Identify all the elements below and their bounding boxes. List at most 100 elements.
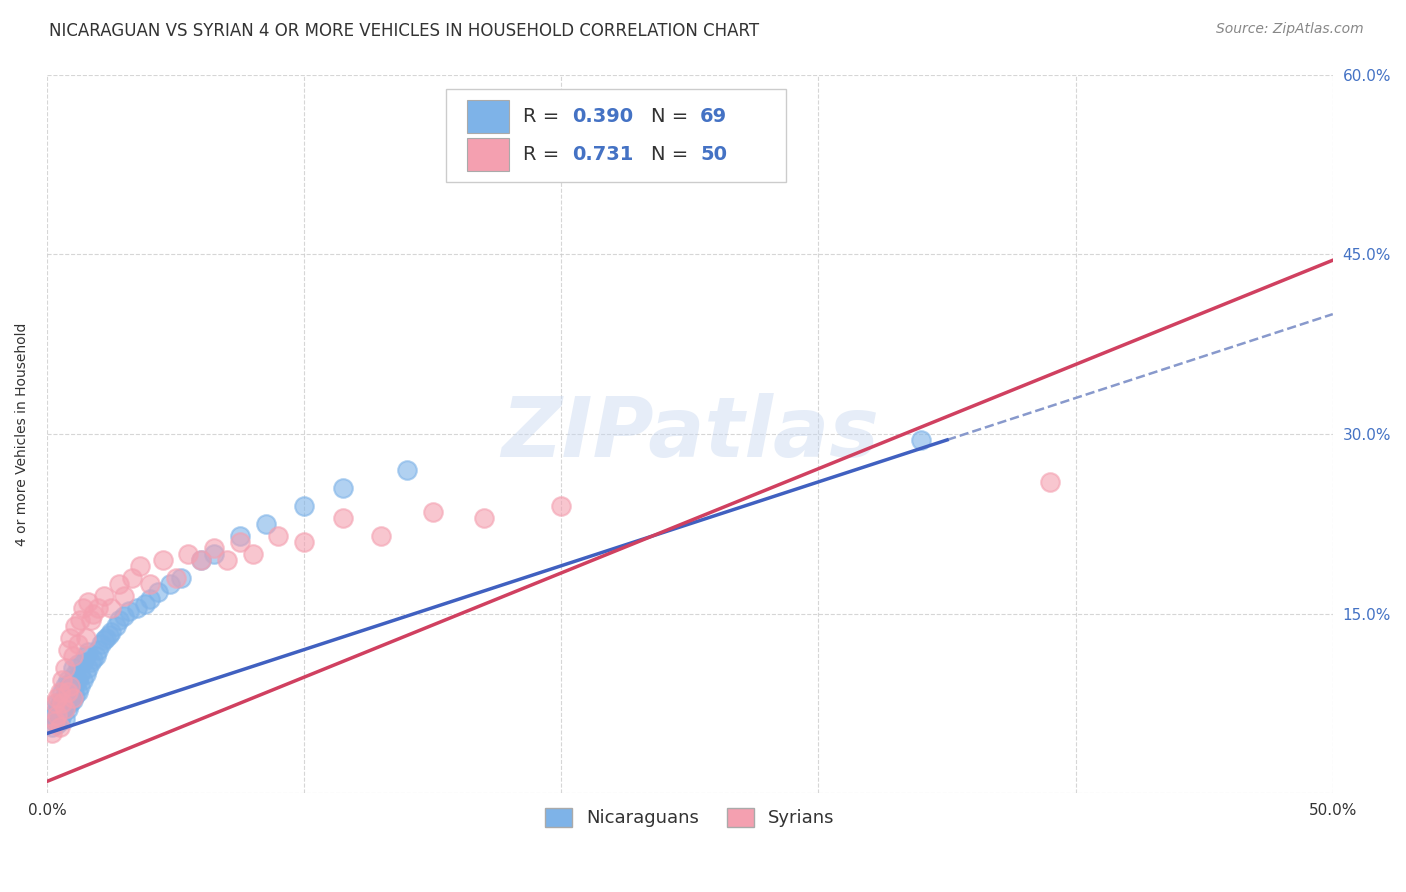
Point — [46, 717, 69, 731]
Point — [550, 499, 572, 513]
Point — [66, 673, 89, 687]
Point — [112, 609, 135, 624]
FancyBboxPatch shape — [467, 138, 509, 170]
Point — [80, 655, 103, 669]
Point — [112, 589, 135, 603]
Text: 69: 69 — [700, 107, 727, 126]
Point — [46, 697, 69, 711]
Point — [49, 697, 72, 711]
Point — [51, 697, 73, 711]
Point — [202, 541, 225, 555]
Point — [72, 600, 94, 615]
Point — [93, 589, 115, 603]
Point — [46, 690, 69, 705]
Point — [105, 618, 128, 632]
Point — [66, 637, 89, 651]
Point — [44, 697, 66, 711]
Point — [77, 595, 100, 609]
Point — [128, 558, 150, 573]
Point — [69, 613, 91, 627]
Point — [69, 679, 91, 693]
Point — [56, 673, 79, 687]
Point — [65, 618, 87, 632]
Text: N =: N = — [651, 107, 695, 126]
Point — [190, 552, 212, 566]
Point — [242, 547, 264, 561]
Legend: Nicaraguans, Syrians: Nicaraguans, Syrians — [538, 801, 842, 835]
Point — [139, 592, 162, 607]
Point — [53, 679, 76, 693]
Point — [472, 510, 495, 524]
Point — [75, 648, 97, 663]
Point — [49, 705, 72, 719]
Point — [100, 624, 122, 639]
Point — [62, 673, 84, 687]
Point — [56, 684, 79, 698]
Point — [165, 571, 187, 585]
FancyBboxPatch shape — [446, 89, 786, 182]
Point — [254, 516, 277, 531]
Point — [146, 585, 169, 599]
Point — [82, 607, 104, 621]
Point — [152, 552, 174, 566]
Point — [72, 673, 94, 687]
Point — [332, 481, 354, 495]
Point — [62, 690, 84, 705]
Point — [96, 631, 118, 645]
Point — [53, 712, 76, 726]
Text: N =: N = — [651, 145, 695, 164]
Point — [82, 652, 104, 666]
Text: R =: R = — [523, 107, 565, 126]
Point — [46, 702, 69, 716]
FancyBboxPatch shape — [467, 101, 509, 133]
Point — [49, 714, 72, 729]
Point — [910, 433, 932, 447]
Point — [292, 534, 315, 549]
Point — [59, 688, 82, 702]
Point — [139, 576, 162, 591]
Point — [75, 631, 97, 645]
Point — [53, 690, 76, 705]
Point — [56, 702, 79, 716]
Point — [59, 676, 82, 690]
Point — [56, 642, 79, 657]
Point — [44, 714, 66, 729]
Point — [93, 632, 115, 647]
Point — [202, 547, 225, 561]
Point — [59, 631, 82, 645]
Point — [66, 657, 89, 671]
Point — [51, 708, 73, 723]
Point — [59, 697, 82, 711]
Point — [41, 726, 63, 740]
Point — [46, 708, 69, 723]
Point — [77, 645, 100, 659]
Point — [87, 600, 110, 615]
Text: Source: ZipAtlas.com: Source: ZipAtlas.com — [1216, 22, 1364, 37]
Point — [44, 708, 66, 723]
Point — [65, 688, 87, 702]
Text: NICARAGUAN VS SYRIAN 4 OR MORE VEHICLES IN HOUSEHOLD CORRELATION CHART: NICARAGUAN VS SYRIAN 4 OR MORE VEHICLES … — [49, 22, 759, 40]
Point — [44, 714, 66, 729]
Point — [51, 684, 73, 698]
Point — [49, 721, 72, 735]
Point — [108, 613, 131, 627]
Point — [159, 576, 181, 591]
Text: R =: R = — [523, 145, 565, 164]
Point — [77, 660, 100, 674]
Point — [62, 684, 84, 698]
Point — [51, 693, 73, 707]
Point — [100, 600, 122, 615]
Text: ZIPatlas: ZIPatlas — [501, 393, 879, 475]
Point — [56, 690, 79, 705]
Point — [72, 655, 94, 669]
Point — [97, 628, 120, 642]
Y-axis label: 4 or more Vehicles in Household: 4 or more Vehicles in Household — [15, 322, 30, 546]
Point — [134, 597, 156, 611]
Point — [1039, 475, 1062, 489]
Point — [53, 702, 76, 716]
Point — [80, 613, 103, 627]
Point — [121, 571, 143, 585]
Point — [87, 642, 110, 657]
Point — [108, 576, 131, 591]
Text: 0.390: 0.390 — [572, 107, 633, 126]
